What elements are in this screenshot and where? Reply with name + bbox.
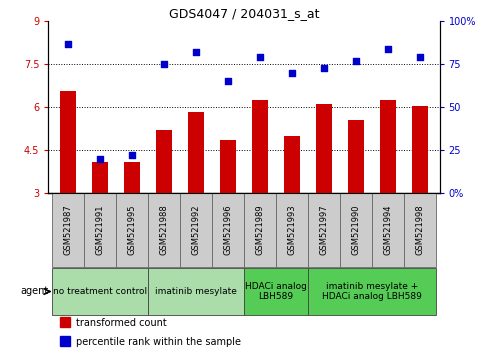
Title: GDS4047 / 204031_s_at: GDS4047 / 204031_s_at bbox=[169, 7, 319, 20]
Point bbox=[160, 61, 168, 67]
FancyBboxPatch shape bbox=[115, 193, 148, 267]
FancyBboxPatch shape bbox=[180, 193, 212, 267]
Point bbox=[128, 153, 136, 158]
FancyBboxPatch shape bbox=[148, 268, 244, 315]
FancyBboxPatch shape bbox=[372, 193, 404, 267]
Point bbox=[416, 55, 424, 60]
Text: GSM521996: GSM521996 bbox=[223, 205, 232, 255]
Point bbox=[352, 58, 360, 64]
Text: imatinib mesylate +
HDACi analog LBH589: imatinib mesylate + HDACi analog LBH589 bbox=[322, 282, 422, 301]
Point bbox=[320, 65, 328, 70]
Bar bbox=[156, 130, 172, 193]
Bar bbox=[59, 91, 75, 193]
Text: imatinib mesylate: imatinib mesylate bbox=[155, 287, 237, 296]
Text: GSM521987: GSM521987 bbox=[63, 205, 72, 256]
FancyBboxPatch shape bbox=[148, 193, 180, 267]
Text: GSM521989: GSM521989 bbox=[256, 205, 265, 255]
Text: GSM521990: GSM521990 bbox=[352, 205, 361, 255]
Text: GSM521998: GSM521998 bbox=[416, 205, 425, 255]
Bar bbox=[220, 140, 236, 193]
Text: GSM521988: GSM521988 bbox=[159, 205, 168, 256]
FancyBboxPatch shape bbox=[308, 193, 340, 267]
Bar bbox=[252, 100, 268, 193]
Point bbox=[96, 156, 103, 162]
FancyBboxPatch shape bbox=[84, 193, 115, 267]
FancyBboxPatch shape bbox=[244, 268, 308, 315]
Bar bbox=[284, 136, 300, 193]
FancyBboxPatch shape bbox=[404, 193, 436, 267]
FancyBboxPatch shape bbox=[308, 268, 436, 315]
Point bbox=[288, 70, 296, 76]
Bar bbox=[124, 162, 140, 193]
Text: GSM521994: GSM521994 bbox=[384, 205, 393, 255]
Bar bbox=[60, 336, 70, 346]
FancyBboxPatch shape bbox=[212, 193, 244, 267]
Text: GSM521995: GSM521995 bbox=[127, 205, 136, 255]
Text: GSM521992: GSM521992 bbox=[191, 205, 200, 255]
Point bbox=[256, 55, 264, 60]
Text: no treatment control: no treatment control bbox=[53, 287, 147, 296]
Bar bbox=[60, 318, 70, 327]
Text: HDACi analog
LBH589: HDACi analog LBH589 bbox=[245, 282, 307, 301]
Bar bbox=[92, 162, 108, 193]
Bar bbox=[412, 106, 428, 193]
Text: GSM521997: GSM521997 bbox=[320, 205, 328, 255]
Bar bbox=[380, 100, 396, 193]
Bar bbox=[316, 104, 332, 193]
Text: percentile rank within the sample: percentile rank within the sample bbox=[76, 337, 241, 347]
Point bbox=[192, 49, 199, 55]
Bar bbox=[348, 120, 364, 193]
FancyBboxPatch shape bbox=[340, 193, 372, 267]
Text: transformed count: transformed count bbox=[76, 318, 167, 328]
FancyBboxPatch shape bbox=[52, 193, 84, 267]
Text: GSM521991: GSM521991 bbox=[95, 205, 104, 255]
FancyBboxPatch shape bbox=[276, 193, 308, 267]
FancyBboxPatch shape bbox=[52, 268, 148, 315]
Point bbox=[224, 79, 232, 84]
Text: GSM521993: GSM521993 bbox=[287, 205, 297, 255]
Point bbox=[384, 46, 392, 52]
Point bbox=[64, 41, 71, 46]
Text: agent: agent bbox=[21, 286, 49, 297]
FancyBboxPatch shape bbox=[244, 193, 276, 267]
Bar bbox=[188, 112, 204, 193]
